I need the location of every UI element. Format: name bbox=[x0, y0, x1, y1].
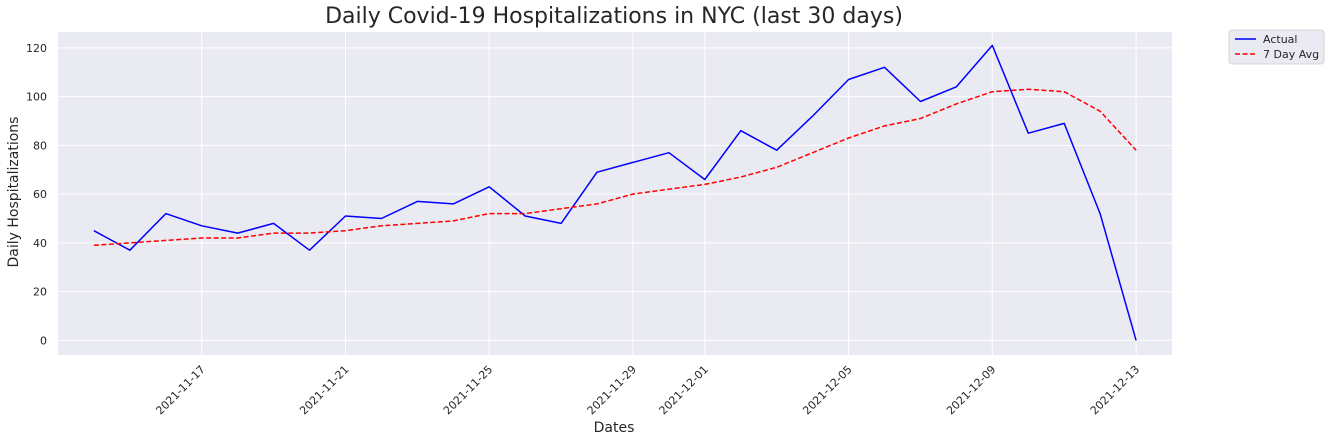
grid bbox=[58, 32, 1172, 355]
x-tick-label: 2021-11-21 bbox=[297, 363, 351, 417]
y-tick-label: 80 bbox=[33, 139, 47, 152]
x-tick-labels: 2021-11-17 2021-11-21 2021-11-25 2021-11-29… bbox=[153, 363, 1142, 417]
series-group bbox=[93, 44, 1137, 341]
y-tick-label: 40 bbox=[33, 237, 47, 250]
y-tick-label: 120 bbox=[26, 42, 47, 55]
y-axis-label: Daily Hospitalizations bbox=[6, 117, 22, 268]
x-tick-label: 2021-12-05 bbox=[800, 363, 854, 417]
y-tick-labels: 0 20 40 60 80 100 120 bbox=[26, 42, 47, 348]
series-line-7-day-avg bbox=[93, 88, 1137, 247]
x-axis-label: Dates bbox=[594, 420, 635, 436]
y-tick-label: 0 bbox=[40, 334, 47, 347]
y-tick-label: 20 bbox=[33, 286, 47, 299]
x-tick-label: 2021-12-01 bbox=[657, 363, 711, 417]
chart-title: Daily Covid-19 Hospitalizations in NYC (… bbox=[325, 4, 903, 29]
x-tick-label: 2021-12-13 bbox=[1088, 363, 1142, 417]
x-tick-label: 2021-11-25 bbox=[441, 363, 495, 417]
legend-label: 7 Day Avg bbox=[1263, 48, 1319, 61]
y-tick-label: 100 bbox=[26, 91, 47, 104]
plot-background bbox=[58, 32, 1172, 355]
series-line-actual bbox=[93, 44, 1137, 341]
x-tick-label: 2021-11-29 bbox=[585, 363, 639, 417]
y-tick-label: 60 bbox=[33, 188, 47, 201]
x-tick-label: 2021-11-17 bbox=[153, 363, 207, 417]
legend: Actual 7 Day Avg bbox=[1228, 29, 1325, 65]
x-tick-label: 2021-12-09 bbox=[944, 363, 998, 417]
legend-label: Actual bbox=[1263, 33, 1297, 46]
